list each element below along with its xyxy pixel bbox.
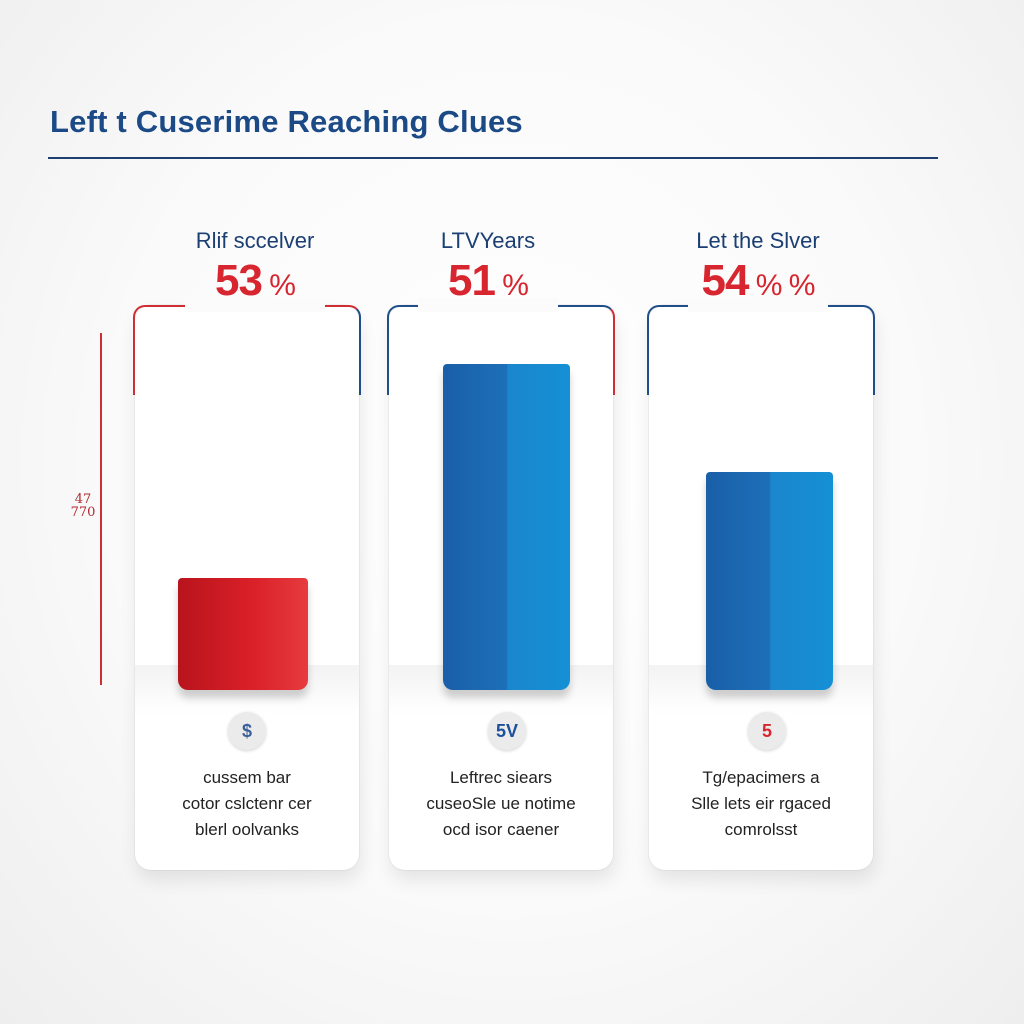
description-line: ocd isor caener <box>442 820 560 839</box>
description-line: Leftrec siears <box>449 768 553 787</box>
value-number: 51 <box>448 256 496 305</box>
bracket-gap <box>688 298 828 312</box>
category-label: LTVYears <box>440 228 536 253</box>
panel-bracket <box>133 305 361 395</box>
chart-panel-1 <box>135 305 359 870</box>
panel-bracket <box>647 305 875 395</box>
chart-title: Left t Cuserime Reaching Clues <box>50 104 523 139</box>
bar-3 <box>706 472 833 690</box>
value-label: 51 % <box>358 256 618 306</box>
value-label: 54 % % <box>628 256 888 306</box>
description-line: blerl oolvanks <box>195 820 299 839</box>
value-unit: % <box>261 269 296 302</box>
description-line: cussem bar <box>203 768 291 787</box>
value-unit: % <box>494 269 529 302</box>
description-line: comrolsst <box>724 820 798 839</box>
description-line: Slle lets eir rgaced <box>691 794 831 813</box>
y-axis-line <box>100 333 102 685</box>
title-divider <box>48 157 938 159</box>
category-label: Let the Slver <box>696 228 820 253</box>
description-line: cotor cslctenr cer <box>182 794 312 813</box>
value-number: 53 <box>215 256 263 305</box>
badge: 5V <box>488 712 526 750</box>
bar-description: cussem bar cotor cslctenr cer blerl oolvan… <box>135 765 359 843</box>
bar-2 <box>443 364 570 690</box>
value-unit: % % <box>748 269 816 302</box>
value-number: 54 <box>701 256 750 305</box>
category-label: Rlif sccelver <box>195 228 315 253</box>
description-line: Tg/epacimers a <box>702 768 820 787</box>
badge: 5 <box>748 712 786 750</box>
bracket-gap <box>418 298 558 312</box>
badge: $ <box>228 712 266 750</box>
bar-description: Leftrec siears cuseoSle ue notime ocd isor… <box>389 765 613 843</box>
bar-description: Tg/epacimers a Slle lets eir rgaced comrol… <box>649 765 873 843</box>
bracket-gap <box>185 298 325 312</box>
description-line: cuseoSle ue notime <box>426 794 576 813</box>
y-axis-tick-label: 47 770 <box>70 492 96 520</box>
bar-1 <box>178 578 308 690</box>
value-label: 53 % <box>125 256 385 306</box>
